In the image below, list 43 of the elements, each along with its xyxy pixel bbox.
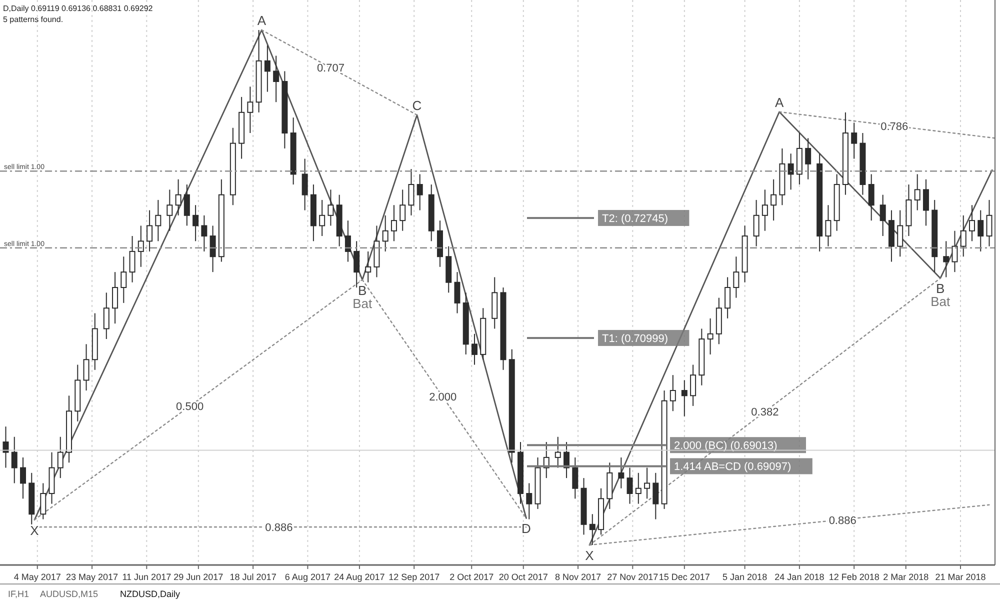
x-tick-label: 20 Oct 2017	[498, 572, 548, 582]
annotation: B	[936, 281, 945, 296]
x-tick-label: 24 Aug 2017	[334, 572, 385, 582]
x-tick-label: 12 Feb 2018	[828, 572, 880, 582]
annotation: 0.786	[880, 120, 908, 133]
annotation: 2.000	[429, 392, 457, 404]
annotation: Bat	[352, 296, 372, 311]
x-tick-label: 29 Jun 2017	[174, 572, 224, 582]
x-tick-label: 21 Mar 2018	[935, 572, 986, 582]
text: 5 patterns found.	[3, 15, 64, 24]
annotation: D	[522, 521, 531, 536]
x-tick-label: 8 Nov 2017	[554, 572, 602, 582]
text: IF,H1	[8, 589, 30, 599]
x-tick-label: 2 Mar 2018	[883, 572, 929, 582]
annotation: 0.382	[751, 406, 779, 419]
x-tick-label: 4 May 2017	[14, 572, 61, 582]
x-tick-label: 11 Jun 2017	[122, 572, 172, 582]
x-tick-label: 18 Jul 2017	[230, 572, 276, 582]
text: NZDUSD,Daily	[120, 589, 181, 599]
x-tick-label: 6 Aug 2017	[284, 572, 330, 582]
annotation: 0.886	[828, 514, 856, 527]
annotation: 0.500	[176, 400, 204, 413]
ref-line-label: T1: (0.70999)	[602, 332, 668, 345]
x-tick-label: 2 Oct 2017	[450, 572, 494, 582]
ref-line-label: T2: (0.72745)	[602, 212, 668, 225]
annotation: Bat	[930, 294, 951, 310]
x-tick-label: 5 Jan 2018	[722, 572, 768, 582]
x-tick-label: 24 Jan 2018	[774, 572, 824, 582]
x-tick-label: 23 May 2017	[66, 572, 118, 582]
annotation: B	[358, 282, 367, 298]
annotation: 0.707	[316, 62, 344, 75]
annotation: A	[257, 13, 266, 28]
text: AUDUSD,M15	[40, 589, 98, 599]
x-tick-label: 12 Sep 2017	[388, 572, 440, 582]
text: D,Daily 0.69119 0.69136 0.68831 0.69292	[3, 4, 154, 13]
annotation: A	[774, 94, 784, 110]
x-tick-label: 15 Dec 2017	[658, 572, 710, 582]
annotation: C	[412, 98, 422, 113]
ref-line-label: 1.414 AB=CD (0.69097)	[674, 461, 792, 474]
x-tick-label: 27 Nov 2017	[607, 572, 658, 582]
ref-line-label: 2.000 (BC) (0.69013)	[674, 440, 778, 452]
annotation: X	[585, 548, 594, 563]
annotation: X	[30, 522, 40, 538]
